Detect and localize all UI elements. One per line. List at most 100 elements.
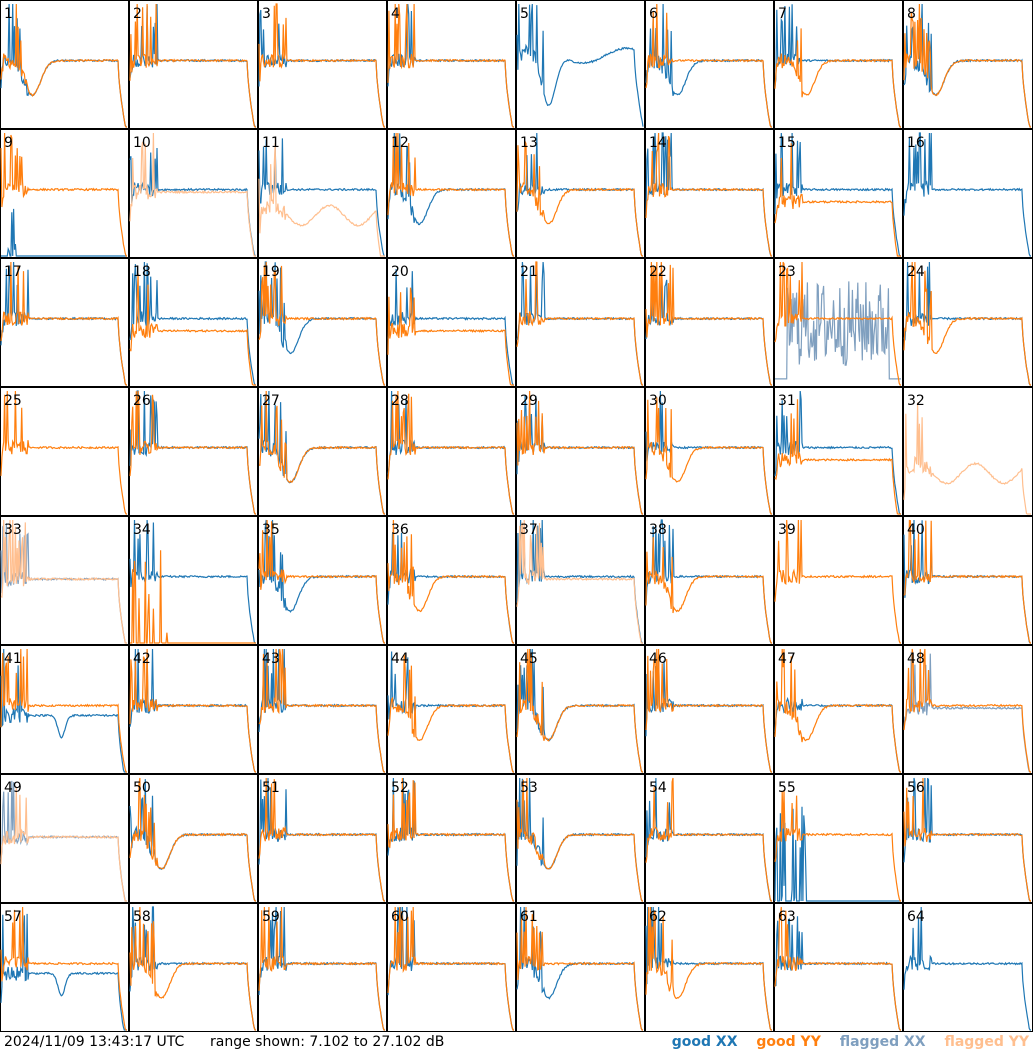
panel-label: 63: [778, 909, 796, 925]
panel-label: 54: [649, 780, 667, 796]
panel-64: 64: [903, 903, 1033, 1032]
series-xx-line: [903, 132, 1031, 257]
legend-good-xx: good XX: [671, 1034, 738, 1050]
panel-frame: [387, 903, 516, 1032]
panel-32: 32: [903, 387, 1033, 516]
panel-label: 23: [778, 264, 796, 280]
series-xx-line: [903, 906, 1031, 1031]
panel-48: 48: [903, 645, 1033, 774]
series-yy-line: [129, 648, 256, 773]
series-yy-line: [0, 648, 127, 773]
panel-label: 58: [133, 909, 151, 925]
panel-17: 17: [0, 258, 129, 387]
panel-22: 22: [645, 258, 774, 387]
panel-frame: [129, 129, 258, 258]
timestamp: 2024/11/09 13:43:17 UTC: [4, 1034, 185, 1050]
panel-47: 47: [774, 645, 903, 774]
panel-55: 55: [774, 774, 903, 903]
series-yy-line: [774, 906, 901, 1031]
panel-36: 36: [387, 516, 516, 645]
panel-52: 52: [387, 774, 516, 903]
series-yy-line: [129, 906, 256, 1031]
series-yy-line: [258, 261, 385, 386]
panel-34: 34: [129, 516, 258, 645]
series-yy-line: [774, 789, 901, 902]
panel-frame: [645, 903, 774, 1032]
series-yy-line: [130, 550, 256, 644]
legend-flagged-yy: flagged YY: [944, 1034, 1029, 1050]
series-yy-line: [645, 777, 772, 902]
series-yy-line: [258, 390, 385, 515]
series-xx-line: [129, 519, 256, 644]
panel-label: 34: [133, 522, 151, 538]
panel-3: 3: [258, 0, 387, 129]
series-yy-line: [258, 777, 385, 902]
panel-51: 51: [258, 774, 387, 903]
panel-38: 38: [645, 516, 774, 645]
panel-label: 46: [649, 651, 667, 667]
panel-7: 7: [774, 0, 903, 129]
series-yy-line: [516, 906, 643, 1031]
panel-label: 17: [4, 264, 22, 280]
panel-label: 4: [391, 6, 400, 22]
panel-label: 9: [4, 135, 13, 151]
panel-14: 14: [645, 129, 774, 258]
panel-54: 54: [645, 774, 774, 903]
panel-label: 24: [907, 264, 925, 280]
series-xx-line: [0, 913, 127, 1031]
panel-label: 50: [133, 780, 151, 796]
panel-label: 18: [133, 264, 151, 280]
panel-31: 31: [774, 387, 903, 516]
panel-frame: [645, 258, 774, 387]
series-yy-line: [0, 786, 127, 902]
series-yy-line: [0, 906, 127, 1031]
panel-frame: [774, 645, 903, 774]
panel-label: 1: [4, 6, 13, 22]
series-yy-line: [258, 648, 385, 773]
panel-label: 42: [133, 651, 151, 667]
panel-35: 35: [258, 516, 387, 645]
panel-40: 40: [903, 516, 1033, 645]
panel-5: 5: [516, 0, 645, 129]
series-xx-line: [0, 648, 127, 773]
panel-label: 29: [520, 393, 538, 409]
series-xx-line: [387, 269, 514, 386]
series-xx-line: [258, 138, 385, 257]
panel-label: 14: [649, 135, 667, 151]
series-yy-line: [645, 132, 772, 257]
series-yy-line: [903, 777, 1031, 902]
panel-label: 56: [907, 780, 925, 796]
series-yy-line: [516, 648, 643, 773]
series-yy-line: [774, 648, 901, 773]
panel-frame: [0, 774, 129, 903]
legend-flagged-xx: flagged XX: [839, 1034, 926, 1050]
panel-label: 6: [649, 6, 658, 22]
panel-21: 21: [516, 258, 645, 387]
panel-label: 32: [907, 393, 925, 409]
panel-45: 45: [516, 645, 645, 774]
panel-28: 28: [387, 387, 516, 516]
panel-frame: [516, 129, 645, 258]
series-yy-line: [516, 390, 643, 515]
panel-label: 62: [649, 909, 667, 925]
series-xx-line: [774, 805, 901, 902]
panel-30: 30: [645, 387, 774, 516]
panel-label: 33: [4, 522, 22, 538]
series-yy-line: [903, 519, 1031, 644]
legend-good-yy: good YY: [756, 1034, 821, 1050]
series-yy-line: [903, 648, 1031, 773]
panel-60: 60: [387, 903, 516, 1032]
panel-label: 30: [649, 393, 667, 409]
series-yy-line: [774, 261, 901, 386]
panel-label: 16: [907, 135, 925, 151]
series-yy-line: [903, 402, 1031, 515]
series-yy-line: [129, 3, 256, 128]
panel-label: 35: [262, 522, 280, 538]
series-yy-line: [516, 777, 643, 902]
panel-frame: [387, 258, 516, 387]
panel-15: 15: [774, 129, 903, 258]
series-xx-line: [516, 519, 643, 644]
panel-label: 11: [262, 135, 280, 151]
series-yy-line: [387, 3, 514, 128]
footer-bar: 2024/11/09 13:43:17 UTC range shown: 7.1…: [0, 1033, 1033, 1053]
